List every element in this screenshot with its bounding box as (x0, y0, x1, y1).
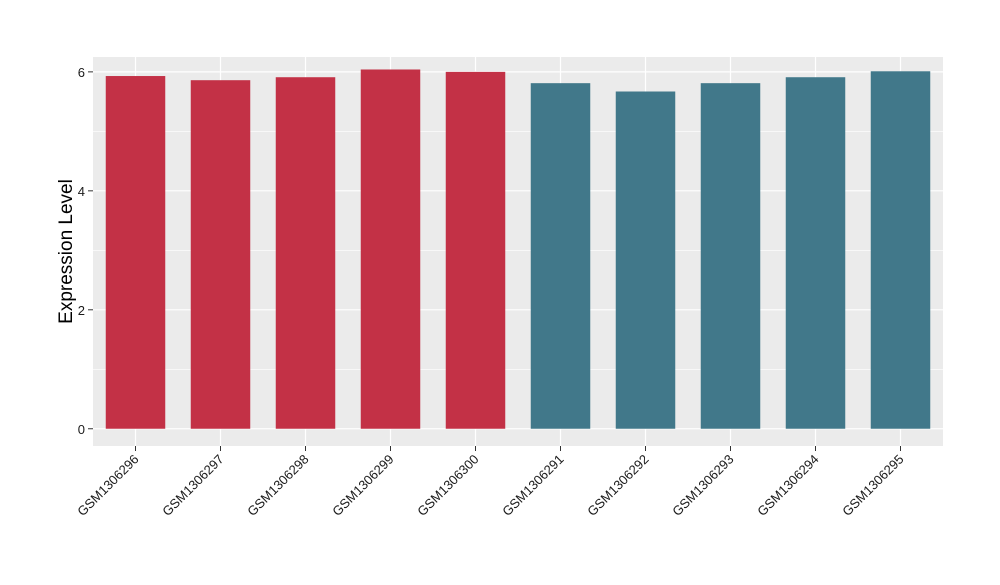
x-tick-label: GSM1306296 (74, 452, 141, 519)
bar (360, 69, 421, 429)
x-tick-label: GSM1306291 (499, 452, 566, 519)
y-tick-label: 2 (78, 303, 85, 318)
x-tick-label: GSM1306294 (754, 452, 821, 519)
bar (615, 91, 676, 429)
bar (870, 71, 931, 429)
bar (105, 76, 166, 429)
x-axis: GSM1306296 GSM1306297 GSM1306298 GSM1306299… (74, 446, 907, 519)
bar (530, 83, 591, 429)
y-axis-label: Expression Level (56, 179, 77, 324)
x-tick-label: GSM1306293 (669, 452, 736, 519)
bar (275, 77, 336, 429)
y-tick-label: 4 (78, 184, 85, 199)
x-tick-label: GSM1306300 (414, 452, 481, 519)
bars (105, 69, 931, 429)
y-axis: 0 2 4 6 (78, 65, 93, 437)
x-tick-label: GSM1306299 (329, 452, 396, 519)
bar (785, 77, 846, 429)
x-tick-label: GSM1306295 (839, 452, 906, 519)
y-tick-label: 6 (78, 65, 85, 80)
bar (700, 83, 761, 429)
y-tick-label: 0 (78, 422, 85, 437)
x-tick-label: GSM1306292 (584, 452, 651, 519)
x-tick-label: GSM1306298 (244, 452, 311, 519)
x-tick-label: GSM1306297 (159, 452, 226, 519)
bar (190, 80, 251, 429)
bar (445, 71, 506, 429)
